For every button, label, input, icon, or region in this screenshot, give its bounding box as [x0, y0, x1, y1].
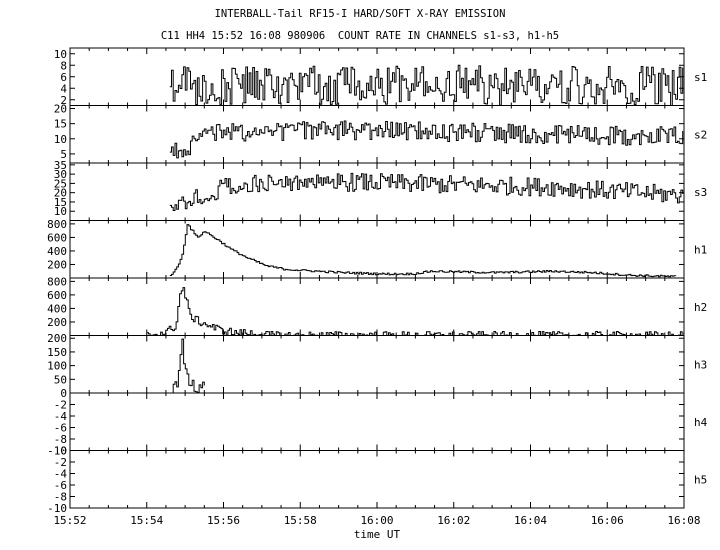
- y-tick-label-h4: -4: [54, 410, 68, 423]
- x-tick-label: 16:08: [667, 514, 700, 527]
- panel-frame-h2: [69, 277, 685, 336]
- y-tick-label-h4: -10: [47, 445, 67, 458]
- channel-label-h3: h3: [694, 358, 707, 371]
- y-tick-label-s3: 25: [54, 177, 67, 190]
- channel-label-h2: h2: [694, 301, 707, 314]
- y-tick-label-s2: 20: [54, 103, 67, 116]
- y-tick-label-s3: 30: [54, 168, 67, 181]
- y-tick-label-h5: -10: [47, 502, 67, 515]
- y-tick-label-s1: 10: [54, 48, 67, 61]
- y-tick-label-h2: 200: [47, 316, 67, 329]
- series-line-s3: [169, 172, 684, 211]
- x-tick-label: 16:02: [437, 514, 470, 527]
- y-tick-label-s3: 35: [54, 159, 67, 172]
- series-line-h2: [146, 287, 685, 336]
- chart-title: INTERBALL-Tail RF15-I HARD/SOFT X-RAY EM…: [214, 8, 506, 20]
- x-tick-label: 15:56: [207, 514, 240, 527]
- x-tick-label: 16:04: [514, 514, 547, 527]
- panel-frame-h4: [69, 392, 685, 451]
- y-tick-label-h4: 0: [60, 387, 67, 400]
- y-tick-label-h3: 100: [47, 360, 67, 373]
- y-tick-label-s1: 6: [60, 71, 67, 84]
- x-tick-label: 15:52: [53, 514, 86, 527]
- y-tick-label-s3: 15: [54, 196, 67, 209]
- y-tick-label-s3: 10: [54, 205, 67, 218]
- y-tick-label-h1: 200: [47, 258, 67, 271]
- y-tick-label-s2: 10: [54, 133, 67, 146]
- x-tick-label: 16:00: [360, 514, 393, 527]
- y-tick-label-h4: -6: [54, 422, 67, 435]
- panel-frame-h5: [69, 450, 685, 509]
- channel-label-h4: h4: [694, 416, 708, 429]
- y-tick-label-h5: -2: [54, 456, 67, 469]
- y-tick-label-h4: -2: [54, 399, 67, 412]
- y-tick-label-h3: 200: [47, 332, 67, 345]
- panel-frame-h3: [69, 335, 685, 394]
- series-line-h1: [169, 224, 677, 278]
- y-tick-label-s2: 5: [60, 148, 67, 161]
- y-tick-label-h5: 0: [60, 445, 67, 458]
- y-tick-label-h5: -6: [54, 479, 67, 492]
- x-tick-label: 16:06: [591, 514, 624, 527]
- x-tick-label: 15:54: [130, 514, 163, 527]
- series-line-s1: [169, 64, 684, 106]
- channel-label-h1: h1: [694, 243, 707, 256]
- y-tick-label-h1: 800: [47, 218, 67, 231]
- x-tick-label: 15:58: [284, 514, 317, 527]
- channel-label-s1: s1: [694, 71, 707, 84]
- y-tick-label-s1: 4: [60, 82, 67, 95]
- y-tick-label-h3: 50: [54, 373, 67, 386]
- y-tick-label-s1: 8: [60, 59, 67, 72]
- series-line-s2: [169, 120, 684, 159]
- y-tick-label-h2: 800: [47, 275, 67, 288]
- y-tick-label-s3: 20: [54, 187, 67, 200]
- y-tick-label-s2: 15: [54, 118, 67, 131]
- y-tick-label-h2: 400: [47, 302, 67, 315]
- panel-frame-s3: [69, 162, 685, 221]
- series-line-h3: [169, 338, 205, 394]
- channel-label-h5: h5: [694, 473, 707, 486]
- y-tick-label-h1: 400: [47, 245, 67, 258]
- chart-subtitle: C11 HH4 15:52 16:08 980906 COUNT RATE IN…: [160, 30, 560, 42]
- y-tick-label-h1: 600: [47, 231, 67, 244]
- y-tick-label-h2: 600: [47, 289, 67, 302]
- y-tick-label-h3: 150: [47, 346, 67, 359]
- y-tick-label-s1: 2: [60, 94, 67, 107]
- y-tick-label-h5: -8: [54, 491, 67, 504]
- panel-frame-h1: [69, 220, 685, 279]
- x-axis-label: time UT: [354, 528, 401, 541]
- channel-label-s2: s2: [694, 128, 707, 141]
- y-tick-label-h4: -8: [54, 433, 67, 446]
- y-tick-label-h5: -4: [54, 468, 68, 481]
- channel-label-s3: s3: [694, 186, 707, 199]
